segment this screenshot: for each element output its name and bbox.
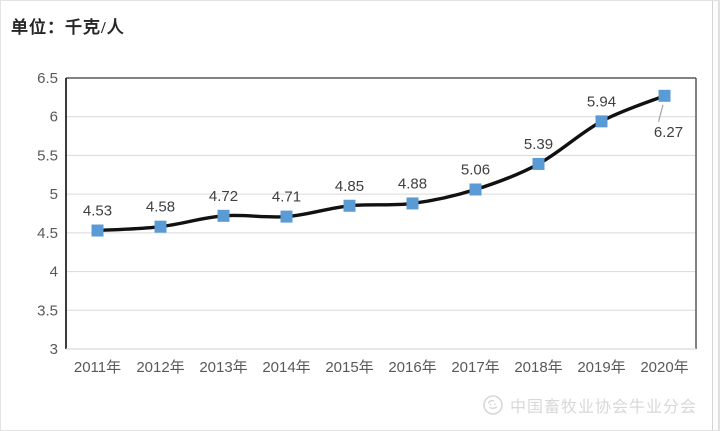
y-tick-label: 4 — [50, 264, 58, 281]
x-tick-label: 2016年 — [388, 359, 436, 376]
x-tick-label: 2012年 — [136, 359, 184, 376]
x-tick-label: 2011年 — [74, 359, 121, 376]
data-point-marker — [91, 224, 104, 237]
x-tick-label: 2014年 — [262, 359, 310, 376]
data-label: 5.06 — [461, 161, 490, 178]
data-label: 4.72 — [209, 188, 238, 205]
y-tick-label: 4.5 — [37, 225, 58, 242]
data-point-marker — [343, 199, 356, 212]
data-point-marker — [595, 115, 608, 128]
data-point-marker — [658, 89, 671, 102]
data-point-marker — [217, 209, 230, 222]
x-tick-label: 2015年 — [325, 359, 373, 376]
watermark: 中国畜牧业协会牛业分会 — [482, 393, 697, 417]
x-tick-label: 2020年 — [640, 359, 688, 376]
y-tick-label: 5.5 — [37, 147, 58, 164]
data-label: 4.71 — [272, 189, 301, 206]
data-label: 4.85 — [335, 178, 364, 195]
data-point-marker — [154, 220, 167, 233]
watermark-text: 中国畜牧业协会牛业分会 — [509, 399, 697, 416]
y-tick-label: 5 — [50, 186, 58, 203]
data-label: 4.88 — [398, 175, 427, 192]
data-line — [95, 94, 667, 233]
label-leader-line — [657, 104, 664, 122]
y-tick-label: 3 — [50, 341, 58, 358]
y-tick-label: 6 — [50, 109, 58, 126]
data-label: 5.94 — [587, 93, 616, 110]
unit-title: 单位：千克/人 — [11, 18, 125, 37]
data-point-marker — [469, 183, 482, 196]
x-tick-label: 2013年 — [199, 359, 247, 376]
x-tick-label: 2018年 — [514, 359, 562, 376]
y-tick-label: 3.5 — [37, 302, 58, 319]
data-label: 4.58 — [146, 199, 175, 216]
data-label: 4.53 — [83, 203, 112, 220]
data-point-marker — [532, 157, 545, 170]
data-label: 6.27 — [654, 124, 683, 141]
data-point-marker — [280, 210, 293, 223]
data-point-marker — [406, 197, 419, 210]
x-tick-label: 2017年 — [451, 359, 499, 376]
data-label: 5.39 — [524, 136, 553, 153]
x-tick-label: 2019年 — [577, 359, 625, 376]
scrollbar-track[interactable] — [712, 1, 719, 430]
association-logo-icon — [483, 395, 503, 415]
y-tick-label: 6.5 — [37, 70, 58, 87]
